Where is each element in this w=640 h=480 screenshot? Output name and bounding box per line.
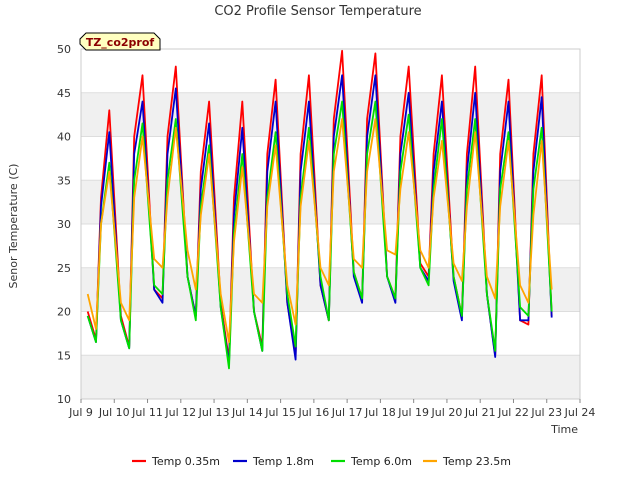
y-axis-label: Senor Temperature (C) <box>7 164 20 289</box>
x-tick-label: Jul 21 <box>464 406 496 419</box>
x-tick-label: Jul 11 <box>131 406 163 419</box>
y-axis: 10 15 20 25 30 35 40 45 50 <box>57 43 71 406</box>
x-tick-label: Jul 9 <box>68 406 93 419</box>
x-tick-label: Jul 14 <box>231 406 263 419</box>
plot-area <box>80 48 581 400</box>
legend-label: Temp 23.5m <box>442 455 511 468</box>
y-tick-label: 45 <box>57 87 71 100</box>
site-badge: TZ_co2prof <box>79 32 161 51</box>
site-badge-box <box>79 32 161 51</box>
y-tick-label: 50 <box>57 43 71 56</box>
plot-band <box>81 92 580 137</box>
y-tick-label: 20 <box>57 306 71 319</box>
series-lines <box>86 49 553 370</box>
chart-title: CO2 Profile Sensor Temperature <box>214 4 421 19</box>
legend: Temp 0.35m Temp 1.8m Temp 6.0m Temp 23.5m <box>132 455 511 468</box>
legend-label: Temp 0.35m <box>151 455 220 468</box>
x-tick-label: Jul 12 <box>164 406 196 419</box>
x-tick-label: Jul 19 <box>397 406 429 419</box>
y-tick-label: 30 <box>57 218 71 231</box>
x-tick-label: Jul 24 <box>564 406 596 419</box>
x-tick-label: Jul 20 <box>431 406 463 419</box>
x-tick-label: Jul 17 <box>331 406 363 419</box>
x-axis: Jul 9 Jul 10 Jul 11 Jul 12 Jul 13 Jul 14 Jul 1… <box>68 399 595 419</box>
x-tick-label: Jul 16 <box>297 406 329 419</box>
x-tick-label: Jul 13 <box>198 406 230 419</box>
site-badge-text: TZ_co2prof <box>86 36 155 49</box>
y-tick-label: 10 <box>57 393 71 406</box>
series-line <box>86 118 553 344</box>
x-tick-label: Jul 10 <box>98 406 130 419</box>
y-tick-label: 25 <box>57 262 71 275</box>
plot-band <box>81 355 580 399</box>
x-tick-label: Jul 18 <box>364 406 396 419</box>
x-axis-label: Time <box>550 423 578 436</box>
x-tick-label: Jul 23 <box>530 406 562 419</box>
y-tick-label: 35 <box>57 174 71 187</box>
legend-label: Temp 1.8m <box>252 455 314 468</box>
y-tick-label: 15 <box>57 349 71 362</box>
y-tick-label: 40 <box>57 131 71 144</box>
x-tick-label: Jul 15 <box>264 406 296 419</box>
legend-label: Temp 6.0m <box>350 455 412 468</box>
plot-bands <box>81 92 580 399</box>
x-tick-label: Jul 22 <box>497 406 529 419</box>
